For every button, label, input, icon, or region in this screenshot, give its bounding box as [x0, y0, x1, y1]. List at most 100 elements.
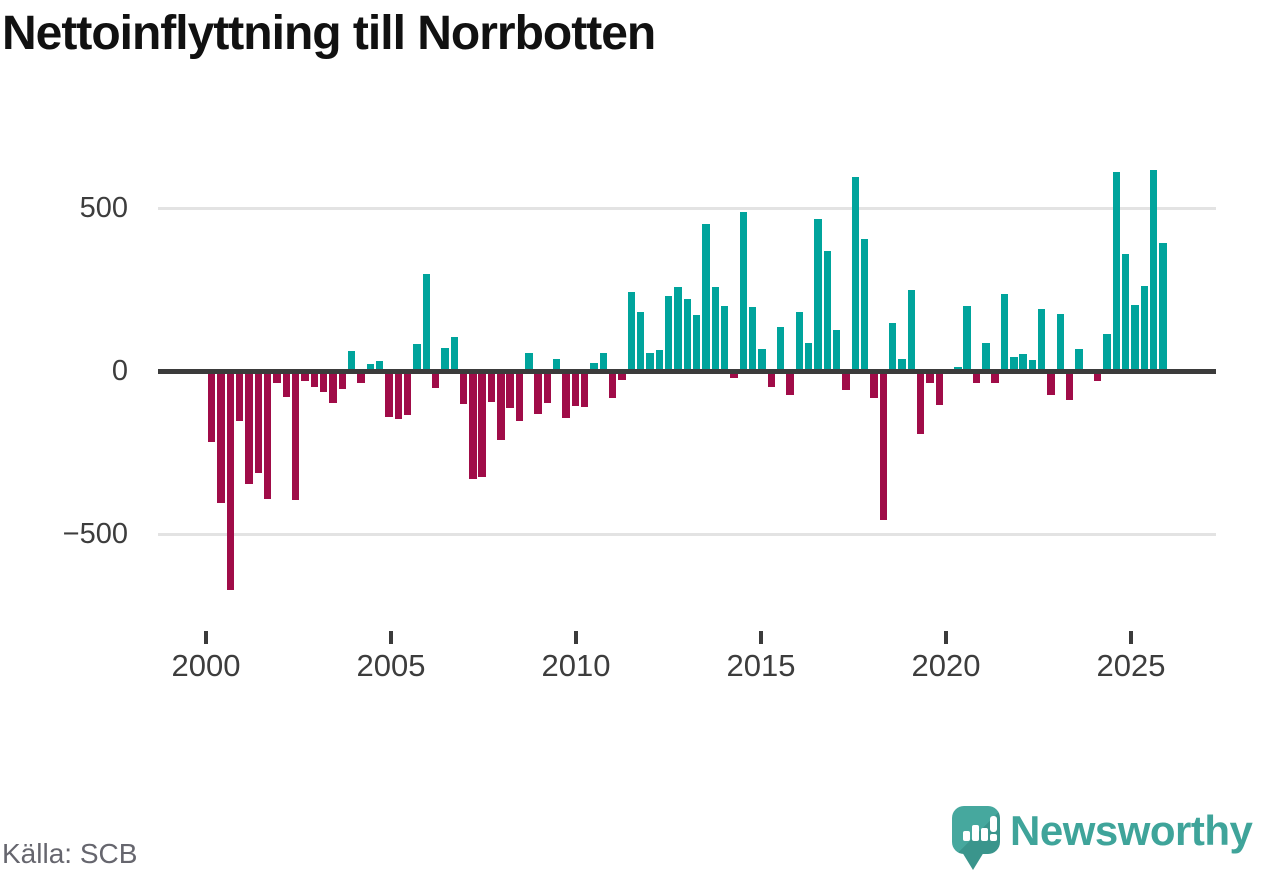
x-axis-label: 2025	[1096, 648, 1166, 683]
bar	[655, 350, 664, 371]
bar	[534, 371, 542, 415]
bar	[683, 299, 692, 371]
bar	[273, 371, 281, 384]
bar	[1000, 293, 1009, 371]
bar	[385, 371, 393, 417]
bar	[571, 371, 580, 406]
x-axis-label: 2020	[911, 648, 981, 683]
bar	[347, 351, 356, 371]
bar	[319, 371, 328, 392]
bar	[739, 212, 748, 371]
bar	[814, 218, 822, 371]
bar	[627, 292, 636, 371]
gridline	[158, 206, 1216, 210]
bar	[972, 371, 981, 384]
logo-exclamation-dot-icon	[990, 834, 997, 841]
bar	[254, 371, 263, 473]
bar	[422, 273, 430, 371]
x-axis-tick	[204, 631, 208, 644]
bar	[357, 371, 365, 384]
newsworthy-logo-text: Newsworthy	[1010, 807, 1253, 854]
bar	[497, 371, 505, 441]
bar	[786, 371, 794, 396]
logo-exclamation-icon	[990, 816, 997, 832]
bar	[963, 306, 971, 371]
bar	[235, 371, 244, 421]
bar	[982, 342, 990, 371]
bar	[450, 337, 458, 371]
x-axis-tick	[574, 631, 578, 644]
bar	[599, 353, 608, 371]
bar	[665, 296, 673, 371]
bar	[366, 364, 374, 371]
bar	[245, 371, 253, 484]
bar	[441, 348, 449, 371]
bar	[263, 371, 272, 499]
zero-line	[158, 368, 1216, 374]
logo-bubble-tail-icon	[962, 852, 984, 870]
bar	[1103, 334, 1111, 371]
bar	[1159, 242, 1167, 371]
bar	[637, 311, 645, 371]
y-axis-label: 0	[111, 355, 128, 387]
bar	[478, 371, 486, 478]
x-axis-tick	[759, 631, 763, 644]
bar	[1112, 172, 1121, 371]
bar	[301, 371, 309, 382]
bar	[907, 289, 915, 371]
bar	[711, 286, 720, 371]
bar	[1150, 169, 1158, 371]
bar	[842, 371, 850, 391]
bar	[916, 371, 925, 435]
bar	[618, 371, 626, 381]
bar	[543, 371, 552, 404]
logo-bar-icon	[963, 831, 970, 841]
bar	[459, 371, 468, 405]
bar	[515, 371, 524, 421]
bar	[282, 371, 290, 398]
bar	[553, 358, 561, 371]
y-axis-label: −500	[62, 518, 128, 550]
bar	[832, 330, 841, 371]
bar	[1056, 314, 1065, 371]
bar	[823, 251, 831, 371]
bar	[562, 371, 570, 419]
bar	[879, 371, 887, 520]
bar	[935, 371, 943, 405]
bar	[1019, 354, 1027, 371]
bar	[403, 371, 412, 415]
bar	[338, 371, 346, 389]
bar	[431, 371, 440, 389]
bar	[898, 358, 906, 371]
bar	[646, 352, 654, 371]
bar	[469, 371, 477, 480]
bar	[487, 371, 496, 402]
bar	[208, 371, 216, 443]
bar	[758, 348, 766, 371]
bar	[693, 315, 701, 371]
bar	[1140, 285, 1149, 371]
x-axis-tick	[1129, 631, 1133, 644]
plot-area: 500 0 −500 2000 2005 2010 2015 2020 2025	[62, 169, 1216, 683]
bar	[1010, 356, 1018, 371]
bar	[926, 371, 934, 384]
bar	[590, 363, 598, 371]
bar	[1047, 371, 1055, 396]
bar	[702, 224, 710, 371]
bar	[226, 371, 235, 591]
bar	[609, 371, 617, 399]
bar	[413, 344, 421, 371]
bar	[795, 311, 803, 371]
bar	[1028, 359, 1037, 371]
gridline	[158, 532, 1216, 536]
chart-title: Nettoinflyttning till Norrbotten	[2, 7, 656, 60]
bar	[1066, 371, 1074, 400]
bar	[394, 371, 402, 419]
x-axis-tick	[944, 631, 948, 644]
bar	[217, 371, 225, 504]
bar	[1131, 305, 1139, 371]
newsworthy-brand: Newsworthy	[948, 804, 1260, 874]
bar	[1094, 371, 1102, 382]
source-note: Källa: SCB	[2, 838, 138, 869]
logo-bar-icon	[972, 825, 979, 841]
